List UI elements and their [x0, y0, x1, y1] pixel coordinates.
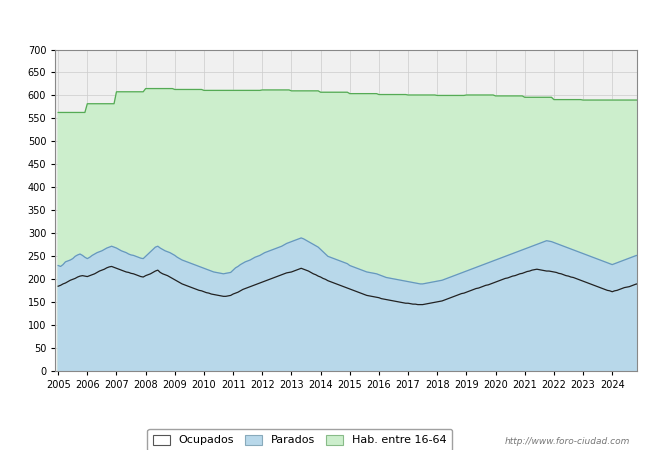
Text: Cabranes - Evolucion de la poblacion en edad de Trabajar Septiembre de 2024: Cabranes - Evolucion de la poblacion en … [79, 15, 571, 28]
Text: http://www.foro-ciudad.com: http://www.foro-ciudad.com [505, 436, 630, 446]
Legend: Ocupados, Parados, Hab. entre 16-64: Ocupados, Parados, Hab. entre 16-64 [148, 429, 452, 450]
